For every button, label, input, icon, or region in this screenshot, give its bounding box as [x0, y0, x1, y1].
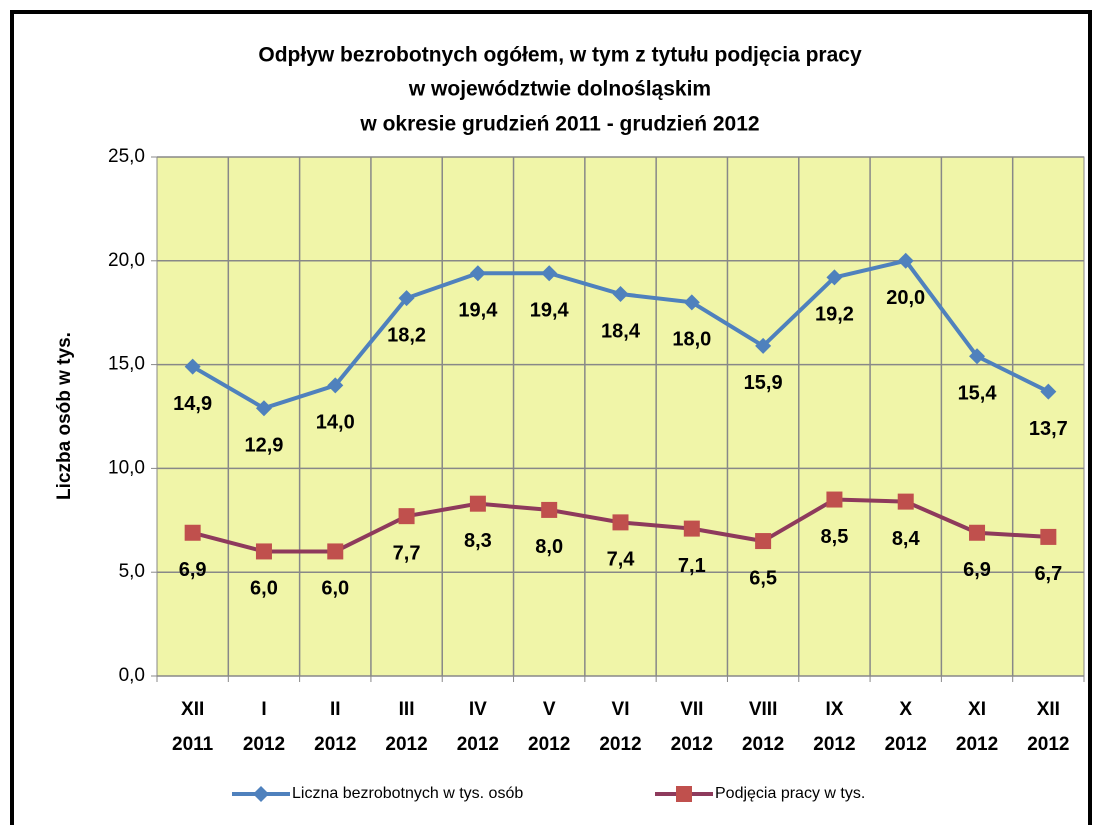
y-tick-label: 15,0	[108, 354, 145, 375]
x-tick-label: V	[543, 699, 556, 720]
y-tick-label: 20,0	[108, 250, 145, 271]
point	[755, 533, 772, 550]
data-label: 15,4	[958, 383, 998, 405]
data-label: 19,4	[458, 300, 498, 322]
point	[969, 524, 986, 541]
point	[327, 377, 344, 394]
data-label: 12,9	[244, 434, 283, 456]
point	[969, 348, 986, 365]
chart-title: Odpływ bezrobotnych ogółem, w tym z tytu…	[258, 44, 862, 67]
x-tick-label: 2012	[885, 734, 927, 755]
legend-label: Liczna bezrobotnych w tys. osób	[292, 785, 523, 802]
point	[897, 493, 914, 510]
point	[541, 265, 558, 282]
legend-marker	[253, 786, 269, 802]
x-tick-label: 2012	[742, 734, 784, 755]
plot-area	[156, 156, 1085, 677]
point	[683, 520, 700, 537]
data-label: 7,1	[678, 555, 706, 577]
data-label: 8,4	[892, 528, 921, 550]
point	[1040, 528, 1057, 545]
point	[469, 265, 486, 282]
x-tick-label: IV	[469, 699, 487, 720]
point	[469, 495, 486, 512]
x-tick-label: 2012	[528, 734, 570, 755]
point	[541, 501, 558, 518]
data-label: 13,7	[1029, 418, 1068, 440]
point	[398, 290, 415, 307]
data-label: 6,9	[179, 559, 207, 581]
data-label: 18,4	[601, 320, 641, 342]
data-label: 6,5	[749, 567, 777, 589]
x-tick-label: XII	[181, 699, 204, 720]
point	[255, 543, 272, 560]
x-tick-label: IX	[825, 699, 843, 720]
y-tick-label: 0,0	[119, 665, 145, 686]
data-label: 8,3	[464, 530, 492, 552]
y-tick-label: 5,0	[119, 561, 145, 582]
data-label: 19,2	[815, 304, 854, 326]
data-label: 7,4	[607, 549, 636, 571]
legend-label: Podjęcia pracy w tys.	[715, 785, 865, 802]
point	[897, 252, 914, 269]
x-tick-label: XII	[1037, 699, 1060, 720]
data-label: 18,2	[387, 324, 426, 346]
data-label: 18,0	[672, 329, 711, 351]
point	[755, 337, 772, 354]
x-tick-label: VIII	[749, 699, 778, 720]
data-label: 15,9	[744, 372, 783, 394]
point	[184, 524, 201, 541]
x-tick-label: 2012	[671, 734, 713, 755]
x-tick-label: 2012	[243, 734, 285, 755]
y-tick-label: 25,0	[108, 146, 145, 167]
x-tick-label: 2012	[457, 734, 499, 755]
x-tick-label: 2012	[385, 734, 427, 755]
point	[612, 286, 629, 303]
y-tick-label: 10,0	[108, 457, 145, 478]
x-tick-label: X	[899, 699, 912, 720]
data-label: 8,5	[821, 526, 849, 548]
data-label: 19,4	[530, 300, 570, 322]
x-tick-label: 2012	[813, 734, 855, 755]
data-label: 20,0	[886, 287, 925, 309]
y-axis-label: Liczba osób w tys.	[54, 332, 75, 500]
x-tick-label: 2012	[1027, 734, 1069, 755]
point	[1040, 383, 1057, 400]
chart-title: w województwie dolnośląskim	[408, 78, 711, 101]
data-label: 8,0	[535, 536, 563, 558]
x-tick-label: VII	[680, 699, 703, 720]
x-tick-label: I	[261, 699, 266, 720]
data-label: 6,7	[1034, 563, 1062, 585]
point	[612, 514, 629, 531]
point	[826, 269, 843, 286]
x-tick-label: III	[399, 699, 415, 720]
point	[184, 358, 201, 375]
x-tick-label: VI	[612, 699, 630, 720]
data-label: 7,7	[393, 542, 421, 564]
chart-title: w okresie grudzień 2011 - grudzień 2012	[359, 113, 759, 136]
x-tick-label: 2012	[314, 734, 356, 755]
point	[683, 294, 700, 311]
point	[398, 508, 415, 525]
legend-marker	[676, 786, 692, 802]
data-label: 6,0	[321, 578, 349, 600]
data-label: 6,9	[963, 559, 991, 581]
data-label: 14,0	[316, 412, 355, 434]
x-tick-label: 2011	[172, 734, 214, 755]
point	[327, 543, 344, 560]
x-tick-label: II	[330, 699, 341, 720]
data-label: 6,0	[250, 578, 278, 600]
x-tick-label: 2012	[956, 734, 998, 755]
point	[255, 400, 272, 417]
x-tick-label: XI	[968, 699, 986, 720]
x-tick-label: 2012	[599, 734, 641, 755]
point	[826, 491, 843, 508]
data-label: 14,9	[173, 393, 212, 415]
